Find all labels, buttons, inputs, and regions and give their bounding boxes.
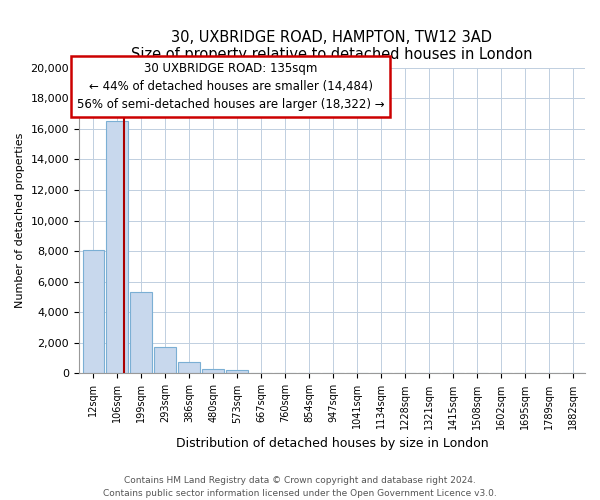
Y-axis label: Number of detached properties: Number of detached properties: [15, 133, 25, 308]
Bar: [154, 346, 176, 374]
X-axis label: Distribution of detached houses by size in London: Distribution of detached houses by size …: [176, 437, 488, 450]
Bar: [226, 370, 248, 374]
Bar: [178, 362, 200, 374]
Text: Contains HM Land Registry data © Crown copyright and database right 2024.
Contai: Contains HM Land Registry data © Crown c…: [103, 476, 497, 498]
Bar: [83, 250, 104, 374]
Bar: [106, 121, 128, 374]
Bar: [202, 369, 224, 374]
Text: 30 UXBRIDGE ROAD: 135sqm
← 44% of detached houses are smaller (14,484)
56% of se: 30 UXBRIDGE ROAD: 135sqm ← 44% of detach…: [77, 62, 385, 110]
Bar: [130, 292, 152, 374]
Title: 30, UXBRIDGE ROAD, HAMPTON, TW12 3AD
Size of property relative to detached house: 30, UXBRIDGE ROAD, HAMPTON, TW12 3AD Siz…: [131, 30, 533, 62]
